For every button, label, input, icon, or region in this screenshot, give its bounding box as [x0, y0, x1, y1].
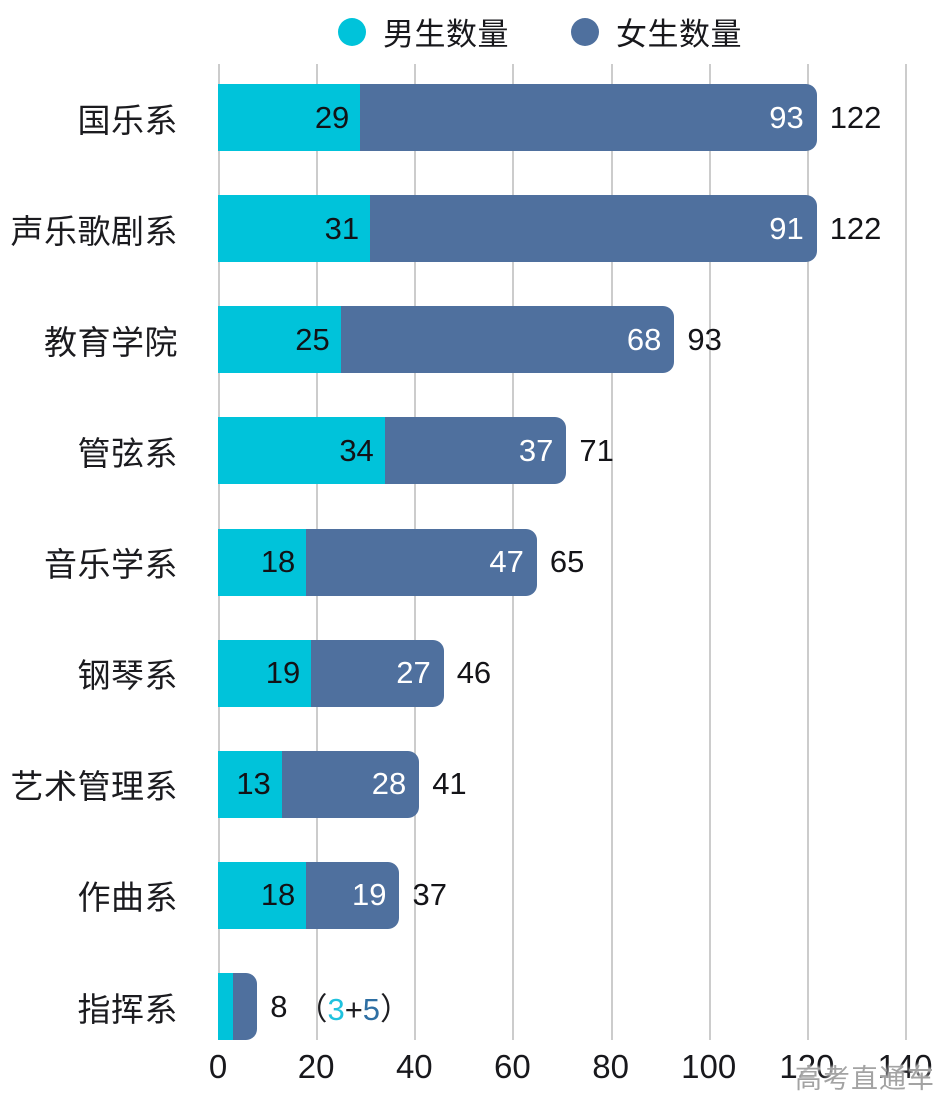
stacked-bar: 18 19	[218, 861, 400, 929]
total-label: 65	[549, 544, 585, 579]
category-label: 管弦系	[77, 434, 178, 472]
chart-row: 指挥系 8 （3+5）	[0, 973, 938, 1040]
total-label: 46	[456, 655, 492, 691]
female-bar-segment[interactable]: 28	[281, 750, 420, 818]
x-axis-tick-label: 40	[395, 1048, 433, 1085]
bar-track: 8 （3+5）	[218, 973, 905, 1040]
total-label: 122	[829, 99, 882, 135]
segment-value-label: 37	[518, 432, 554, 468]
segment-value-label: 29	[314, 99, 350, 135]
category-label: 指挥系	[77, 990, 178, 1028]
total-label: 37	[412, 877, 447, 913]
bar-track: 19 27 46	[218, 639, 905, 707]
chart-row: 作曲系 18 19 37	[0, 861, 938, 929]
female-bar-segment[interactable]: 91	[370, 195, 817, 263]
chart-row: 国乐系 29 93 122	[0, 84, 938, 151]
category-label: 声乐歌剧系	[10, 212, 178, 250]
segment-value-label: 19	[265, 655, 301, 691]
legend-female-dot-icon	[571, 17, 599, 46]
x-axis: 0 20 40 60 80 100 120 140	[209, 1048, 933, 1092]
x-axis-tick-label: 80	[592, 1048, 629, 1085]
chart-row: 音乐学系 18 47 65	[0, 528, 938, 596]
male-bar-segment[interactable]: 18	[218, 528, 307, 596]
stacked-bar: 31 91	[218, 195, 817, 263]
stacked-bar: 18 47	[218, 528, 537, 596]
total-label: 41	[432, 766, 467, 802]
stacked-bar: 19 27	[218, 639, 444, 707]
segment-value-label: 27	[396, 655, 431, 691]
female-bar-segment[interactable]: 19	[306, 861, 400, 929]
female-bar-segment[interactable]: 47	[306, 528, 537, 596]
chart-rows: 国乐系 29 93 122 声乐歌剧系 31 91 122 教育学院 25 68 93 管弦系 34 37 7…	[0, 64, 938, 1040]
male-bar-segment[interactable]: 34	[218, 417, 385, 485]
segment-value-label: 25	[295, 321, 330, 357]
total-label: 93	[687, 321, 722, 357]
legend-female-label: 女生数量	[616, 17, 742, 52]
segment-value-label: 93	[769, 99, 804, 135]
male-bar-segment[interactable]: 29	[218, 84, 361, 151]
category-label: 音乐学系	[44, 546, 178, 583]
bar-track: 34 37 71	[218, 417, 905, 485]
segment-value-label: 18	[260, 544, 296, 579]
total-label: 8	[270, 988, 288, 1024]
male-bar-segment[interactable]: 31	[218, 195, 371, 263]
stacked-bar: 25 68	[218, 306, 675, 374]
female-bar-segment[interactable]	[232, 973, 258, 1040]
female-bar-segment[interactable]: 37	[384, 417, 567, 485]
segment-value-label: 68	[626, 321, 662, 357]
female-bar-segment[interactable]: 93	[360, 84, 817, 151]
bar-track: 29 93 122	[218, 84, 905, 151]
male-bar-segment[interactable]: 18	[218, 861, 307, 929]
x-axis-tick-label: 120	[779, 1048, 835, 1085]
chart-row: 钢琴系 19 27 46	[0, 639, 938, 707]
male-bar-segment[interactable]	[218, 973, 233, 1040]
category-label: 艺术管理系	[10, 768, 178, 806]
category-label: 作曲系	[77, 879, 178, 917]
stacked-bar: 29 93	[218, 84, 817, 151]
legend-item-male[interactable]: 男生数量	[338, 9, 509, 54]
x-axis-tick-label: 60	[494, 1048, 531, 1085]
male-bar-segment[interactable]: 19	[218, 639, 312, 707]
bar-track: 18 47 65	[218, 528, 905, 596]
male-bar-segment[interactable]: 13	[218, 750, 282, 818]
chart-row: 声乐歌剧系 31 91 122	[0, 195, 938, 263]
legend-male-label: 男生数量	[383, 17, 509, 52]
segment-value-label: 13	[236, 766, 271, 802]
watermark: 高考直通车	[795, 1064, 935, 1094]
chart-row: 艺术管理系 13 28 41	[0, 750, 938, 818]
bar-track: 13 28 41	[218, 750, 905, 818]
segment-value-label: 47	[489, 544, 524, 579]
total-label: 71	[579, 432, 614, 468]
segment-value-label: 19	[352, 877, 387, 913]
female-bar-segment[interactable]: 27	[311, 639, 444, 707]
stacked-bar: 13 28	[218, 750, 420, 818]
legend-male-dot-icon	[338, 17, 366, 46]
x-axis-tick-label: 20	[297, 1048, 335, 1085]
breakdown-annotation: （3+5）	[296, 992, 412, 1027]
segment-value-label: 18	[260, 877, 296, 913]
total-label: 122	[829, 210, 882, 246]
chart-row: 管弦系 34 37 71	[0, 417, 938, 485]
stacked-bar: 34 37	[218, 417, 567, 485]
category-label: 钢琴系	[77, 657, 178, 695]
segment-value-label: 34	[339, 432, 374, 468]
x-axis-tick-label: 140	[877, 1048, 933, 1085]
segment-value-label: 28	[371, 766, 407, 802]
stacked-bar	[218, 973, 258, 1040]
x-axis-tick-label: 100	[681, 1048, 737, 1085]
legend-item-female[interactable]: 女生数量	[571, 9, 742, 54]
x-axis-tick-label: 0	[208, 1048, 228, 1085]
category-label: 教育学院	[44, 323, 178, 361]
chart-row: 教育学院 25 68 93	[0, 306, 938, 374]
male-bar-segment[interactable]: 25	[218, 306, 341, 374]
category-label: 国乐系	[77, 101, 178, 139]
bar-track: 18 19 37	[218, 861, 905, 929]
segment-value-label: 31	[324, 210, 360, 246]
bar-track: 31 91 122	[218, 195, 905, 263]
bar-track: 25 68 93	[218, 306, 905, 374]
legend: 男生数量 女生数量	[338, 9, 742, 54]
segment-value-label: 91	[769, 210, 804, 246]
female-bar-segment[interactable]: 68	[340, 306, 675, 374]
